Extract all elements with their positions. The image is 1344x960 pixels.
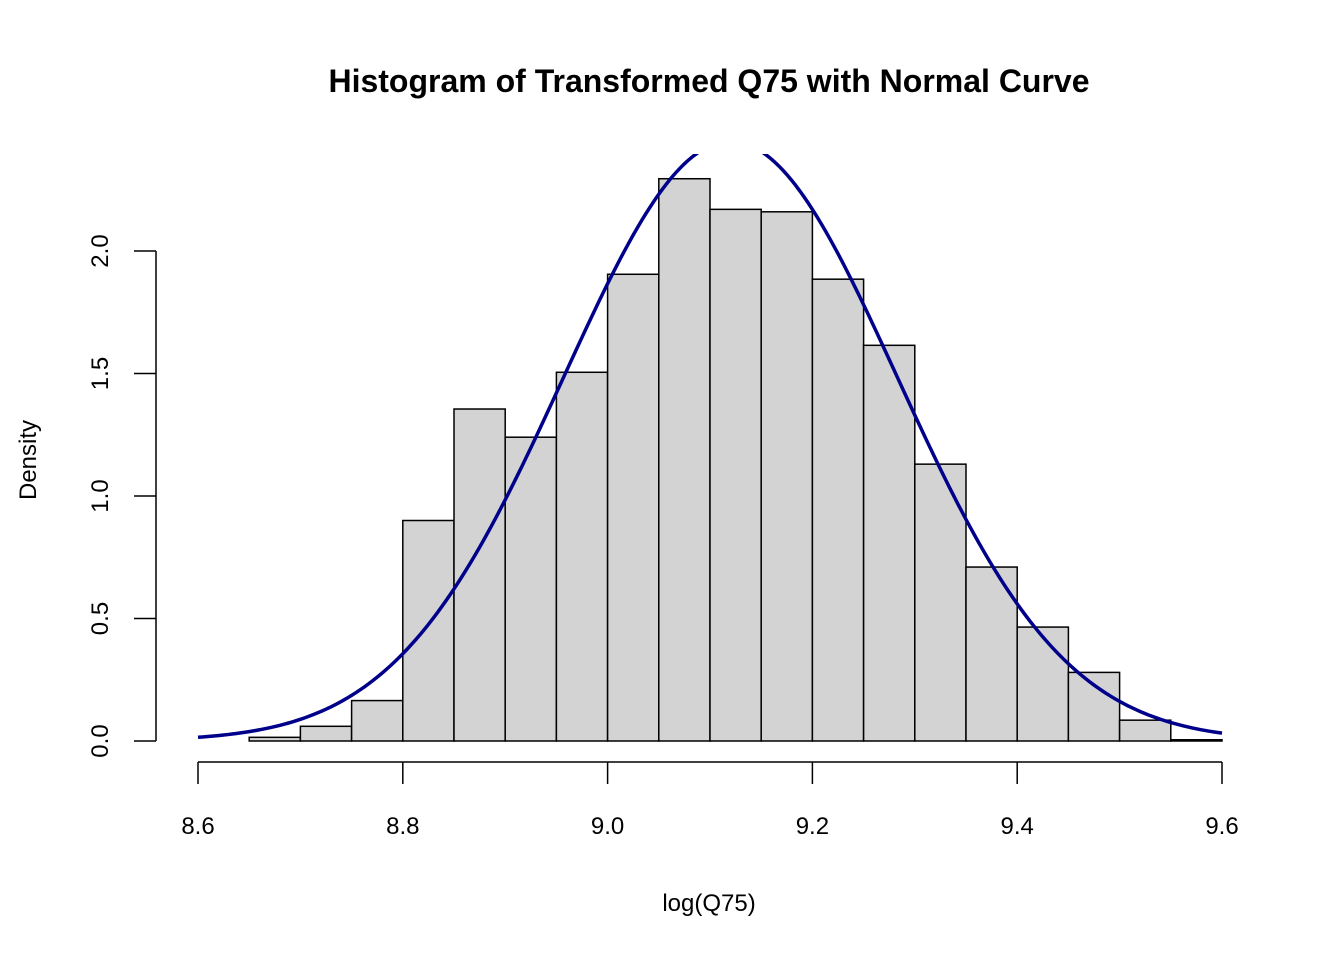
chart-title: Histogram of Transformed Q75 with Normal… xyxy=(328,63,1089,99)
histogram-bar-5 xyxy=(402,519,455,742)
y-tick-label: 0.0 xyxy=(87,724,114,757)
x-tick-label: 8.8 xyxy=(386,813,419,840)
histogram-bar-13 xyxy=(811,278,865,742)
y-tick-label: 1.5 xyxy=(87,357,114,390)
x-axis-label: log(Q75) xyxy=(662,890,755,917)
histogram-bar-4 xyxy=(350,699,404,742)
histogram-bar-14 xyxy=(862,344,916,742)
y-axis-label: Density xyxy=(15,420,42,500)
histogram-bar-7 xyxy=(504,436,558,742)
y-tick-label: 1.0 xyxy=(87,479,114,512)
histogram-bar-8 xyxy=(555,371,609,742)
histogram-bar-20 xyxy=(1170,739,1223,742)
histogram-bar-12 xyxy=(760,211,814,742)
x-tick-label: 9.4 xyxy=(1001,813,1034,840)
x-tick-label: 9.6 xyxy=(1205,813,1238,840)
histogram-bars xyxy=(248,177,1223,742)
y-tick-label: 0.5 xyxy=(87,602,114,635)
x-tick-label: 9.0 xyxy=(591,813,624,840)
x-axis: 8.6 8.8 9.0 9.2 9.4 9.6 xyxy=(181,761,1239,840)
histogram-bar-17 xyxy=(1016,626,1070,742)
histogram-bar-3 xyxy=(299,725,353,742)
histogram-bar-15 xyxy=(914,463,967,742)
histogram-bar-9 xyxy=(606,273,660,742)
y-tick-label: 2.0 xyxy=(87,234,114,267)
y-axis: 0.0 0.5 1.0 1.5 2.0 xyxy=(87,234,157,758)
x-tick-label: 8.6 xyxy=(181,813,214,840)
normal-curve xyxy=(197,154,1223,740)
histogram-bar-11 xyxy=(709,208,762,742)
histogram-bar-19 xyxy=(1118,719,1172,742)
normal-curve-group xyxy=(197,154,1223,740)
histogram-bar-2 xyxy=(248,736,302,742)
histogram-bar-10 xyxy=(658,177,711,742)
histogram-bar-18 xyxy=(1067,671,1121,742)
x-tick-label: 9.2 xyxy=(796,813,829,840)
